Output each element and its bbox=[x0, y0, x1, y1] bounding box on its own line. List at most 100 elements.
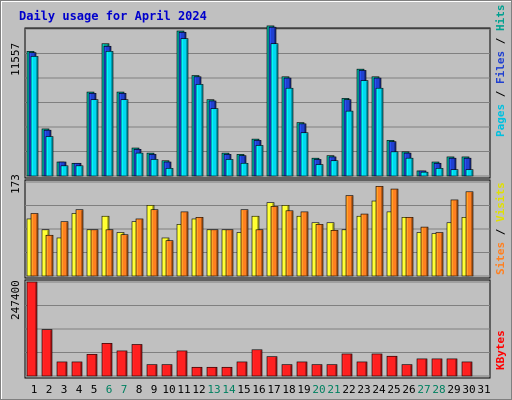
bar-pages-day-24 bbox=[375, 87, 384, 177]
bar-highlight bbox=[391, 189, 393, 276]
bar-highlight bbox=[402, 365, 404, 376]
bar-shadow bbox=[51, 137, 53, 176]
bar-highlight bbox=[196, 85, 198, 176]
bar-shadow bbox=[440, 359, 442, 376]
x-tick-1: 1 bbox=[31, 383, 38, 396]
bar-shadow bbox=[469, 158, 471, 176]
x-tick-8: 8 bbox=[136, 383, 143, 396]
x-tick-31: 31 bbox=[477, 383, 490, 396]
bar-highlight bbox=[106, 230, 108, 276]
bar-highlight bbox=[372, 201, 374, 276]
x-tick-9: 9 bbox=[151, 383, 158, 396]
bar-pages-day-16 bbox=[255, 145, 264, 177]
bar-shadow bbox=[231, 160, 233, 176]
bar-pages-day-6 bbox=[105, 51, 114, 177]
bar-shadow bbox=[96, 230, 98, 276]
bar-shadow bbox=[395, 356, 397, 376]
bar-shadow bbox=[261, 230, 263, 276]
bar-highlight bbox=[222, 367, 224, 376]
bar-shadow bbox=[351, 196, 353, 276]
bar-pages-day-7 bbox=[120, 99, 129, 177]
x-tick-17: 17 bbox=[267, 383, 280, 396]
x-tick-29: 29 bbox=[447, 383, 460, 396]
bar-shadow bbox=[455, 359, 457, 376]
bar-highlight bbox=[462, 217, 464, 276]
bar-highlight bbox=[417, 233, 419, 276]
bar-kbytes-day-22 bbox=[341, 353, 353, 377]
bar-shadow bbox=[51, 235, 53, 276]
bar-highlight bbox=[316, 224, 318, 276]
bar-pages-day-22 bbox=[345, 110, 354, 177]
bar-highlight bbox=[151, 210, 153, 276]
bar-highlight bbox=[207, 230, 209, 276]
bar-shadow bbox=[425, 359, 427, 376]
bar-kbytes-day-17 bbox=[266, 356, 278, 377]
bar-kbytes-day-15 bbox=[236, 361, 248, 377]
bar-shadow bbox=[36, 57, 38, 176]
bar-highlight bbox=[46, 137, 48, 176]
bar-sites-day-30 bbox=[465, 191, 474, 277]
bar-shadow bbox=[66, 166, 68, 176]
bar-highlight bbox=[374, 78, 376, 176]
bar-highlight bbox=[117, 233, 119, 276]
bar-highlight bbox=[241, 163, 243, 176]
bar-kbytes-day-1 bbox=[26, 281, 38, 377]
bar-highlight bbox=[104, 46, 106, 176]
bar-shadow bbox=[380, 354, 382, 376]
bar-highlight bbox=[57, 162, 59, 176]
x-tick-30: 30 bbox=[462, 383, 475, 396]
bar-highlight bbox=[389, 142, 391, 176]
bar-pages-day-11 bbox=[180, 38, 189, 177]
x-tick-7: 7 bbox=[121, 383, 128, 396]
bar-highlight bbox=[106, 51, 108, 176]
bar-highlight bbox=[464, 158, 466, 176]
bar-pages-day-2 bbox=[45, 136, 54, 177]
x-tick-6: 6 bbox=[106, 383, 113, 396]
bar-shadow bbox=[471, 170, 473, 176]
bar-highlight bbox=[239, 156, 241, 176]
bar-highlight bbox=[42, 330, 44, 376]
bar-shadow bbox=[471, 192, 473, 276]
bar-sites-day-18 bbox=[285, 210, 294, 277]
bar-sites-day-17 bbox=[270, 206, 279, 277]
bar-shadow bbox=[305, 362, 307, 376]
bar-shadow bbox=[366, 81, 368, 176]
panel2-legend: Sites / Visits bbox=[494, 182, 507, 275]
bar-pages-day-5 bbox=[90, 99, 99, 177]
bar-pages-day-14 bbox=[225, 159, 234, 177]
bar-highlight bbox=[297, 362, 299, 376]
chart-title: Daily usage for April 2024 bbox=[19, 9, 207, 23]
bar-highlight bbox=[42, 230, 44, 276]
chart-panels bbox=[24, 25, 491, 379]
bar-highlight bbox=[299, 124, 301, 176]
bar-highlight bbox=[286, 88, 288, 176]
legend-part-0: Sites bbox=[494, 242, 507, 275]
bar-shadow bbox=[170, 365, 172, 376]
bar-kbytes-day-2 bbox=[41, 329, 53, 377]
bar-highlight bbox=[462, 362, 464, 376]
bar-highlight bbox=[297, 216, 299, 276]
bar-shadow bbox=[411, 158, 413, 176]
bar-kbytes-day-28 bbox=[431, 358, 443, 377]
bar-pages-day-15 bbox=[240, 162, 249, 177]
bar-shadow bbox=[156, 160, 158, 176]
bar-kbytes-day-21 bbox=[326, 364, 338, 377]
bar-highlight bbox=[344, 100, 346, 176]
bar-kbytes-day-26 bbox=[401, 364, 413, 377]
bar-highlight bbox=[271, 207, 273, 276]
bar-highlight bbox=[436, 168, 438, 176]
bar-highlight bbox=[72, 214, 74, 276]
bar-shadow bbox=[111, 51, 113, 176]
outer-bevel-top bbox=[1, 1, 511, 2]
bar-highlight bbox=[91, 230, 93, 276]
bar-highlight bbox=[252, 139, 254, 176]
bar-shadow bbox=[155, 365, 157, 376]
bar-shadow bbox=[216, 230, 218, 276]
bar-highlight bbox=[117, 92, 119, 176]
bar-pages-day-20 bbox=[315, 164, 324, 177]
bar-sites-day-14 bbox=[225, 229, 234, 277]
bar-kbytes-day-18 bbox=[281, 364, 293, 377]
bar-highlight bbox=[406, 217, 408, 276]
bar-highlight bbox=[194, 77, 196, 176]
